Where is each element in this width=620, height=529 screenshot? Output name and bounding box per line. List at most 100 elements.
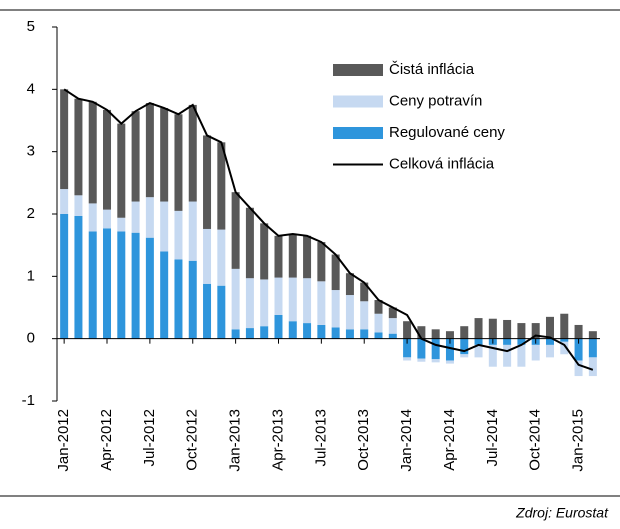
bar <box>445 338 454 361</box>
bar <box>360 329 369 339</box>
bar <box>174 210 183 260</box>
bar <box>74 215 83 339</box>
source: Zdroj: Eurostat <box>515 505 609 521</box>
bar <box>403 338 412 358</box>
bar <box>74 195 83 216</box>
bar <box>588 331 597 339</box>
line <box>63 88 594 371</box>
bar <box>545 316 554 339</box>
bar <box>403 357 412 361</box>
bar <box>503 344 512 367</box>
bar <box>288 233 297 278</box>
bar <box>303 278 312 324</box>
bar <box>431 329 440 339</box>
bar <box>588 357 597 377</box>
bar <box>131 232 140 339</box>
bar <box>131 111 140 202</box>
bar <box>88 231 97 339</box>
bar <box>388 307 397 319</box>
bar <box>217 142 226 230</box>
legend-label: Regulované ceny <box>389 124 505 141</box>
bar <box>274 277 283 315</box>
bar <box>88 101 97 204</box>
legend-label: Čistá inflácia <box>389 61 475 78</box>
bar <box>360 301 369 330</box>
bar <box>331 327 340 339</box>
y-tick-label: 2 <box>27 205 35 222</box>
bar <box>117 231 126 339</box>
bar <box>374 313 383 333</box>
bar <box>203 135 212 229</box>
bar <box>74 98 83 196</box>
bar <box>574 338 583 361</box>
x-tick-label: Apr-2014 <box>441 409 458 471</box>
bar <box>345 329 354 339</box>
bar <box>245 328 254 339</box>
legend-label: Celková inflácia <box>389 155 495 172</box>
bar <box>131 201 140 233</box>
x-tick-label: Jan-2012 <box>55 409 72 472</box>
bar <box>445 331 454 339</box>
bar <box>460 326 469 339</box>
bar <box>160 251 169 339</box>
bar <box>260 279 269 327</box>
bar <box>145 197 154 238</box>
x-tick-label: Jul-2013 <box>312 409 329 467</box>
bar <box>503 319 512 339</box>
bar <box>331 254 340 291</box>
x-tick-label: Jan-2015 <box>570 409 587 472</box>
bar <box>103 228 112 339</box>
bar <box>317 324 326 339</box>
x-tick-label: Oct-2014 <box>527 409 544 471</box>
bar <box>460 354 469 358</box>
bar <box>574 324 583 339</box>
bar <box>231 192 240 269</box>
y-tick-label: 4 <box>27 80 35 97</box>
bar <box>545 344 554 358</box>
bar <box>403 321 412 339</box>
bar <box>274 235 283 278</box>
bar <box>231 268 240 330</box>
bar <box>203 228 212 284</box>
x-tick-label: Jan-2013 <box>227 409 244 472</box>
x-tick-label: Oct-2012 <box>184 409 201 471</box>
x-tick-label: Jan-2014 <box>398 409 415 472</box>
bar <box>260 326 269 339</box>
y-tick-label: 5 <box>27 18 35 35</box>
bar <box>103 209 112 229</box>
bar <box>145 237 154 339</box>
bar <box>188 260 197 339</box>
legend-label: Ceny potravín <box>389 92 482 109</box>
bar <box>117 217 126 232</box>
bar <box>474 338 483 345</box>
bar <box>517 344 526 367</box>
bar <box>317 242 326 282</box>
bar <box>145 103 154 198</box>
bar <box>303 323 312 339</box>
x-tick-label: Apr-2012 <box>98 409 115 471</box>
bar <box>174 259 183 339</box>
bar <box>374 300 383 314</box>
x-tick-label: Jul-2014 <box>484 409 501 467</box>
bar <box>517 338 526 345</box>
bar <box>217 229 226 286</box>
bar <box>417 326 426 339</box>
legend-swatch <box>333 64 383 76</box>
bar <box>317 281 326 325</box>
bar <box>60 189 69 214</box>
x-tick-label: Apr-2013 <box>269 409 286 471</box>
legend-swatch <box>333 127 383 139</box>
bar <box>274 314 283 339</box>
bar <box>174 114 183 211</box>
bar <box>331 290 340 328</box>
bar <box>431 359 440 363</box>
bar <box>531 344 540 361</box>
bar <box>160 201 169 252</box>
x-tick-label: Jul-2012 <box>141 409 158 467</box>
bar <box>260 223 269 280</box>
bar <box>60 214 69 339</box>
bar <box>560 338 569 342</box>
bar <box>417 338 426 359</box>
y-tick-label: 0 <box>27 330 35 347</box>
bar <box>474 318 483 339</box>
